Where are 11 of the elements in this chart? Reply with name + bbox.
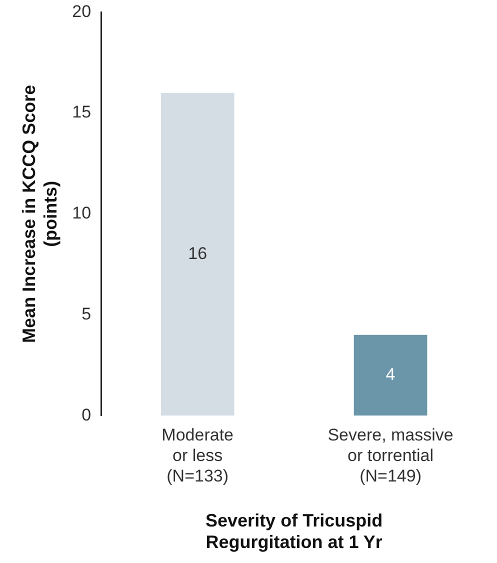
y-axis-title: Mean Increase in KCCQ Score (points) <box>18 84 60 343</box>
x-axis-title: Severity of Tricuspid Regurgitation at 1 Yr <box>206 510 383 552</box>
y-tick-label: 20 <box>72 2 92 21</box>
data-label: 16 <box>188 244 208 263</box>
x-tick-label: Moderate or less (N=133) <box>162 425 234 486</box>
y-tick-label: 0 <box>82 405 92 424</box>
y-tick-label: 15 <box>72 102 92 122</box>
y-tick-label: 5 <box>82 304 92 324</box>
y-tick-label: 10 <box>72 204 92 223</box>
x-tick-label: Severe, massive or torrential (N=149) <box>328 425 454 486</box>
data-label: 4 <box>386 364 396 384</box>
